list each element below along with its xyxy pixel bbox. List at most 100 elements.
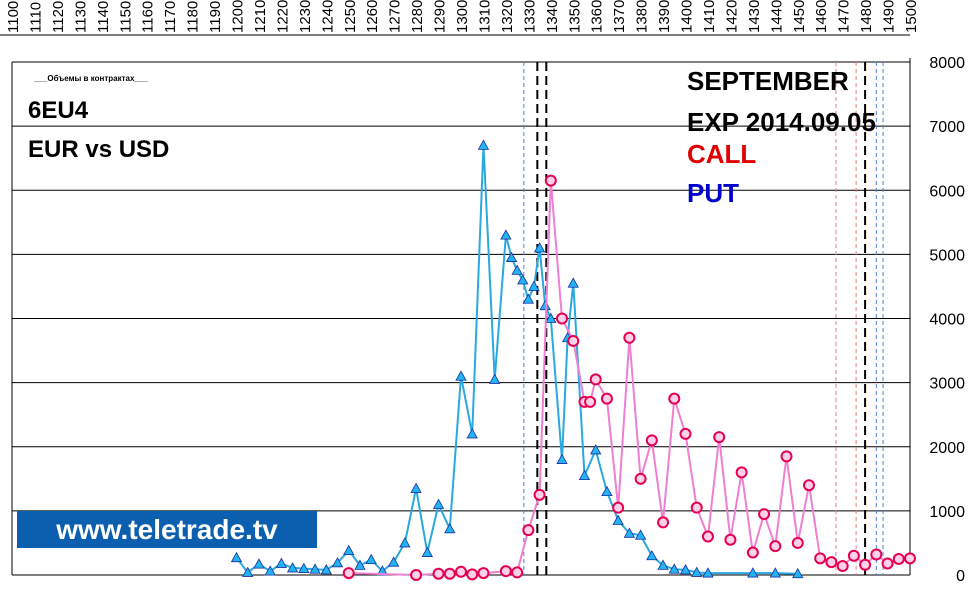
put-point xyxy=(556,453,568,464)
x-tick-label: 1150 xyxy=(117,1,134,33)
call-point xyxy=(679,427,692,440)
x-tick-label: 1380 xyxy=(634,0,651,33)
x-tick-label: 1360 xyxy=(589,0,606,33)
pair-label: EUR vs USD xyxy=(28,136,170,163)
x-tick-label: 1260 xyxy=(364,0,381,33)
put-point xyxy=(354,559,366,570)
x-tick-label: 1460 xyxy=(813,0,830,33)
put-point xyxy=(444,523,456,534)
chart-subtitle: ___Объемы в контрактах___ xyxy=(34,74,148,83)
call-point xyxy=(443,567,456,580)
x-tick-label: 1270 xyxy=(387,0,404,33)
y-axis-tick-labels: 0 1000 2000 3000 4000 5000 6000 7000 8000 xyxy=(929,55,965,585)
put-point xyxy=(264,565,276,576)
call-point xyxy=(567,334,580,347)
put-point xyxy=(567,277,579,288)
put-point xyxy=(539,299,551,311)
x-tick-label: 1440 xyxy=(768,0,785,33)
call-line xyxy=(348,180,911,577)
put-point xyxy=(702,567,714,578)
put-point xyxy=(646,549,658,561)
put-point xyxy=(578,469,591,481)
call-point xyxy=(657,516,670,529)
put-point xyxy=(466,428,478,439)
call-point xyxy=(612,501,625,514)
call-point xyxy=(522,524,535,537)
call-point xyxy=(870,548,883,561)
call-point xyxy=(589,373,602,386)
call-point xyxy=(466,568,479,581)
call-legend-label: CALL xyxy=(687,139,757,169)
call-point xyxy=(410,569,423,581)
put-point xyxy=(590,444,602,455)
x-tick-label: 1320 xyxy=(499,0,516,33)
x-tick-label: 1140 xyxy=(95,1,112,33)
call-point xyxy=(533,488,546,501)
call-point xyxy=(701,530,714,543)
put-point xyxy=(769,567,781,578)
call-point xyxy=(584,395,597,408)
put-point xyxy=(477,139,490,150)
put-point xyxy=(365,553,377,565)
call-point xyxy=(825,556,838,569)
put-point xyxy=(376,565,389,576)
call-point xyxy=(455,565,467,578)
call-point xyxy=(791,536,804,549)
call-point xyxy=(668,392,681,405)
x-tick-label: 1250 xyxy=(342,0,359,33)
x-tick-label: 1470 xyxy=(836,0,853,33)
x-tick-label: 1100 xyxy=(5,1,22,33)
call-point xyxy=(544,174,557,187)
put-point xyxy=(500,229,512,240)
call-point xyxy=(724,533,737,546)
instrument-label: 6EU4 xyxy=(28,97,89,124)
x-tick-label: 1390 xyxy=(656,0,673,33)
x-tick-label: 1110 xyxy=(27,2,44,33)
put-point xyxy=(522,293,535,304)
call-point xyxy=(780,450,793,463)
brand-banner: www.teletrade.tv xyxy=(17,511,317,548)
put-point xyxy=(343,544,355,556)
x-tick-label: 1430 xyxy=(746,0,763,33)
x-tick-label: 1500 xyxy=(903,0,920,33)
put-point xyxy=(230,551,243,563)
y-tick-label: 0 xyxy=(956,568,965,585)
call-point xyxy=(600,392,613,405)
put-point xyxy=(612,514,624,525)
x-tick-label: 1180 xyxy=(185,1,202,33)
call-point xyxy=(814,552,827,565)
x-tick-label: 1350 xyxy=(566,0,583,33)
y-tick-label: 7000 xyxy=(929,119,965,136)
call-point xyxy=(904,552,916,565)
series-layer xyxy=(230,139,916,581)
x-tick-label: 1190 xyxy=(207,1,224,33)
call-point xyxy=(511,566,524,579)
x-tick-label: 1480 xyxy=(858,0,875,33)
call-point xyxy=(432,567,445,580)
put-point xyxy=(517,274,529,285)
put-point xyxy=(488,373,501,384)
put-point xyxy=(691,566,703,577)
put-point xyxy=(747,567,759,578)
put-point xyxy=(545,312,557,323)
put-point xyxy=(528,280,540,291)
x-tick-label: 1120 xyxy=(50,1,67,33)
x-tick-label: 1160 xyxy=(140,1,157,33)
x-tick-label: 1400 xyxy=(679,0,696,33)
x-tick-label: 1170 xyxy=(162,1,179,33)
x-tick-label: 1370 xyxy=(611,0,628,33)
call-point xyxy=(802,479,815,492)
grid-lines xyxy=(0,34,911,576)
call-point xyxy=(847,549,860,562)
y-tick-label: 8000 xyxy=(929,55,965,72)
put-point xyxy=(792,567,804,579)
call-point xyxy=(690,501,703,514)
call-point xyxy=(645,434,658,447)
call-point xyxy=(746,546,759,559)
x-tick-label: 1220 xyxy=(274,0,291,33)
x-tick-label: 1420 xyxy=(723,0,740,33)
put-point xyxy=(275,557,288,568)
y-tick-label: 2000 xyxy=(929,440,965,457)
call-point xyxy=(758,508,771,521)
